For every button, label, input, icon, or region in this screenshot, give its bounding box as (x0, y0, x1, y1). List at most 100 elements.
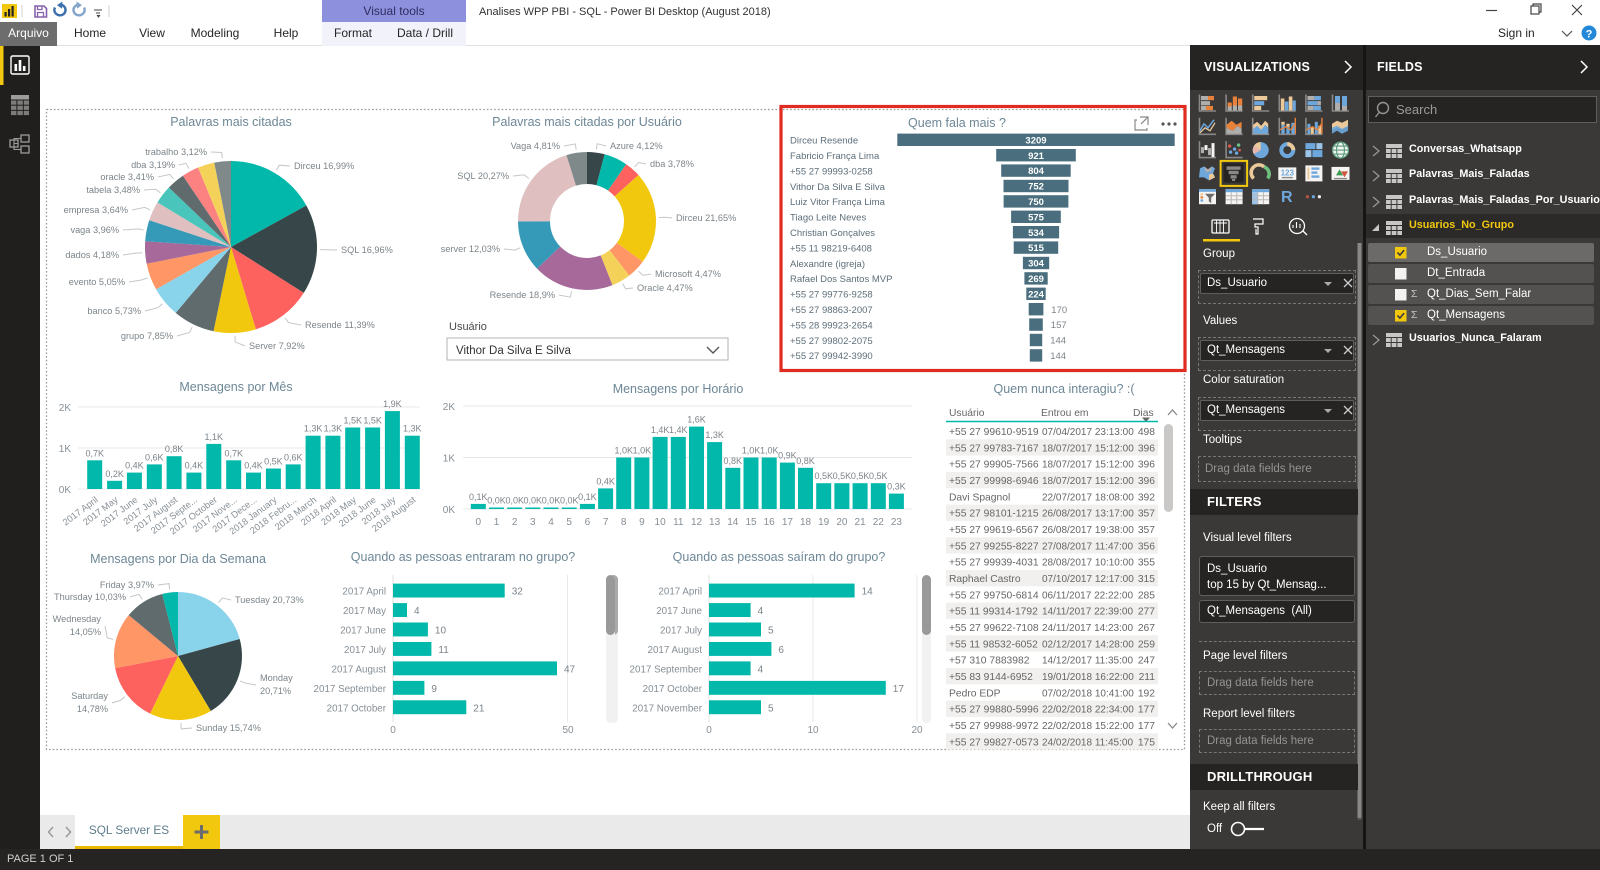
svg-text:1K: 1K (443, 454, 456, 465)
svg-text:22/02/2018 15:22:00: 22/02/2018 15:22:00 (1042, 721, 1134, 732)
svg-text:2017 July: 2017 July (660, 626, 702, 637)
svg-text:0: 0 (476, 517, 482, 528)
svg-text:144: 144 (1050, 336, 1066, 347)
svg-text:2017 June: 2017 June (340, 626, 386, 637)
svg-text:144: 144 (1050, 351, 1066, 362)
svg-text:14/11/2017 22:39:00: 14/11/2017 22:39:00 (1042, 607, 1133, 618)
svg-text:10: 10 (435, 626, 447, 637)
svg-text:315: 315 (1138, 574, 1155, 585)
svg-text:Wednesday: Wednesday (53, 614, 102, 624)
svg-text:0,1K: 0,1K (578, 492, 597, 502)
svg-text:2K: 2K (443, 402, 456, 413)
svg-text:Server 7,92%: Server 7,92% (249, 341, 305, 351)
svg-text:evento 5,05%: evento 5,05% (69, 277, 125, 287)
svg-text:0,3K: 0,3K (887, 482, 906, 492)
svg-text:Tiago Leite Neves: Tiago Leite Neves (790, 213, 866, 224)
svg-text:0,2K: 0,2K (105, 469, 124, 479)
svg-text:22/07/2017 18:08:00: 22/07/2017 18:08:00 (1042, 492, 1134, 503)
svg-text:+55 27 99802-2075: +55 27 99802-2075 (790, 336, 873, 347)
svg-text:21: 21 (473, 703, 485, 714)
svg-text:26/08/2017 13:17:00: 26/08/2017 13:17:00 (1042, 509, 1134, 520)
svg-text:50: 50 (562, 725, 574, 736)
svg-text:26/08/2017 19:38:00: 26/08/2017 19:38:00 (1042, 525, 1134, 536)
svg-text:123: 123 (1281, 168, 1295, 177)
svg-text:Raphael Castro: Raphael Castro (949, 574, 1021, 585)
svg-text:Azure 4,12%: Azure 4,12% (610, 141, 663, 151)
svg-text:4: 4 (414, 606, 420, 617)
svg-text:Resende 18,9%: Resende 18,9% (490, 290, 555, 300)
svg-text:6: 6 (778, 645, 784, 656)
svg-text:3: 3 (530, 517, 536, 528)
svg-text:Visual tools: Visual tools (363, 4, 424, 18)
svg-text:Pedro EDP: Pedro EDP (949, 688, 1001, 699)
svg-text:1,4K: 1,4K (669, 425, 688, 435)
svg-text:Quem nunca interagiu? :(: Quem nunca interagiu? :( (993, 382, 1135, 396)
svg-text:534: 534 (1028, 228, 1045, 239)
svg-text:0,5K: 0,5K (833, 471, 852, 481)
svg-text:Mensagens por Dia da Semana: Mensagens por Dia da Semana (90, 552, 266, 566)
svg-text:17: 17 (893, 684, 905, 695)
svg-text:804: 804 (1028, 166, 1045, 177)
svg-text:211: 211 (1139, 672, 1156, 683)
svg-text:20,71%: 20,71% (260, 686, 291, 696)
svg-text:Dirceu Resende: Dirceu Resende (790, 136, 858, 147)
svg-text:1,5K: 1,5K (344, 416, 363, 426)
svg-text:6: 6 (585, 517, 591, 528)
svg-text:07/04/2017 23:13:00: 07/04/2017 23:13:00 (1042, 427, 1134, 438)
svg-text:28/08/2017 10:10:00: 28/08/2017 10:10:00 (1042, 558, 1134, 569)
svg-text:269: 269 (1028, 274, 1044, 285)
svg-text:16: 16 (764, 517, 776, 528)
svg-text:356: 356 (1138, 541, 1155, 552)
svg-text:Vithor Da Silva E Silva: Vithor Da Silva E Silva (790, 182, 886, 193)
svg-text:2017 October: 2017 October (643, 684, 703, 695)
svg-text:+55 27 99993-0258: +55 27 99993-0258 (790, 166, 873, 177)
svg-text:Palavras mais citadas por Usuá: Palavras mais citadas por Usuário (492, 115, 682, 129)
svg-text:Dias: Dias (1133, 408, 1154, 419)
svg-text:177: 177 (1138, 721, 1155, 732)
svg-text:1,0K: 1,0K (742, 446, 761, 456)
svg-text:14: 14 (862, 587, 874, 598)
svg-text:?: ? (1586, 29, 1593, 41)
svg-text:+55 27 99988-9972: +55 27 99988-9972 (949, 721, 1039, 732)
svg-text:24/11/2017 14:23:00: 24/11/2017 14:23:00 (1042, 623, 1133, 634)
svg-text:Christian Gonçalves: Christian Gonçalves (790, 228, 875, 239)
svg-text:SQL 16,96%: SQL 16,96% (341, 245, 393, 255)
svg-text:357: 357 (1138, 525, 1155, 536)
svg-text:0,4K: 0,4K (125, 461, 144, 471)
svg-text:1,5K: 1,5K (363, 416, 382, 426)
svg-text:0,5K: 0,5K (851, 471, 870, 481)
svg-text:1: 1 (494, 517, 500, 528)
svg-text:+55 28 99923-2654: +55 28 99923-2654 (790, 320, 873, 331)
svg-text:14,05%: 14,05% (70, 627, 101, 637)
svg-text:+55 11 98532-6052: +55 11 98532-6052 (949, 639, 1038, 650)
svg-text:2017 September: 2017 September (314, 684, 387, 695)
svg-text:Oracle 4,47%: Oracle 4,47% (637, 283, 693, 293)
svg-text:grupo 7,85%: grupo 7,85% (121, 331, 173, 341)
svg-text:5: 5 (768, 703, 774, 714)
svg-text:11: 11 (673, 517, 684, 528)
svg-text:0,5K: 0,5K (264, 457, 283, 467)
svg-text:0,9K: 0,9K (778, 451, 797, 461)
svg-text:0,0K: 0,0K (505, 496, 524, 506)
svg-text:47: 47 (564, 664, 576, 675)
svg-text:0,5K: 0,5K (814, 471, 833, 481)
svg-text:Friday 3,97%: Friday 3,97% (100, 580, 154, 590)
svg-text:dados 4,18%: dados 4,18% (65, 250, 119, 260)
svg-text:32: 32 (512, 587, 524, 598)
svg-text:trabalho 3,12%: trabalho 3,12% (145, 147, 207, 157)
svg-text:tabela 3,48%: tabela 3,48% (86, 185, 140, 195)
svg-text:1,0K: 1,0K (760, 446, 779, 456)
svg-text:259: 259 (1138, 639, 1155, 650)
svg-text:170: 170 (1051, 305, 1067, 316)
svg-text:192: 192 (1138, 688, 1155, 699)
svg-text:0,5K: 0,5K (869, 471, 888, 481)
svg-text:18/07/2017 15:12:00: 18/07/2017 15:12:00 (1042, 476, 1134, 487)
svg-text:1,0K: 1,0K (633, 446, 652, 456)
svg-text:355: 355 (1138, 558, 1155, 569)
svg-text:server 12,03%: server 12,03% (441, 244, 500, 254)
svg-text:Usuário: Usuário (949, 408, 985, 419)
svg-text:0,8K: 0,8K (165, 444, 184, 454)
svg-text:oracle 3,41%: oracle 3,41% (100, 172, 154, 182)
svg-text:5: 5 (566, 517, 572, 528)
svg-text:11: 11 (438, 645, 449, 656)
